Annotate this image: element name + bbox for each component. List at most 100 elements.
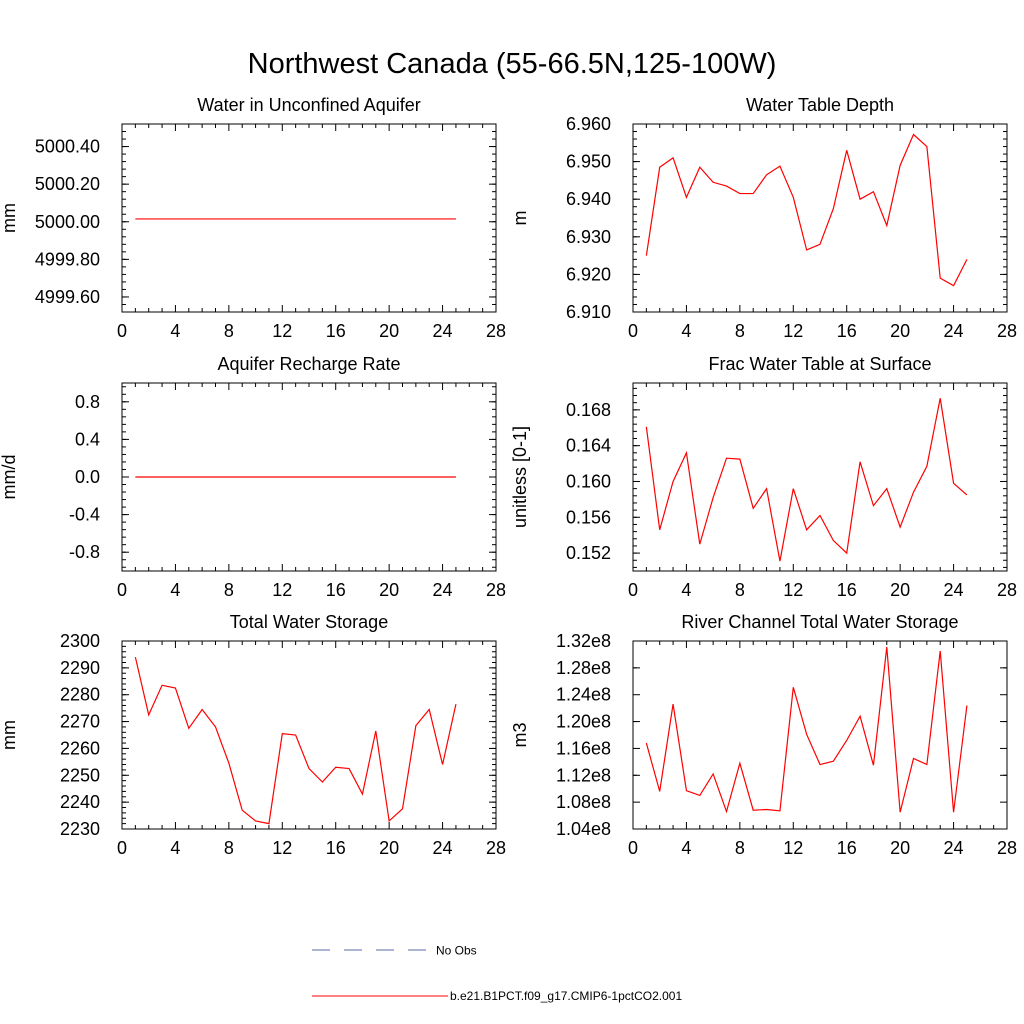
x-tick-label: 28: [486, 580, 506, 600]
y-axis-label: mm/d: [0, 455, 19, 500]
y-tick-label: 2260: [60, 738, 100, 758]
y-tick-label: 1.32e8: [556, 631, 611, 651]
y-tick-label: 1.04e8: [556, 819, 611, 839]
x-tick-label: 4: [170, 321, 180, 341]
x-tick-label: 28: [997, 321, 1017, 341]
x-tick-label: 16: [837, 580, 857, 600]
y-axis-label: mm: [0, 203, 19, 233]
y-axis-label: m3: [510, 722, 530, 747]
y-tick-label: 4999.80: [35, 249, 100, 269]
x-tick-label: 28: [997, 838, 1017, 858]
x-tick-label: 16: [326, 580, 346, 600]
x-tick-label: 16: [837, 321, 857, 341]
x-tick-label: 4: [681, 580, 691, 600]
y-tick-label: 0.4: [75, 429, 100, 449]
y-tick-label: 5000.20: [35, 174, 100, 194]
chart-panel-3: Aquifer Recharge Rate mm/d 0 4 8 12 16 20 24 28 -0…: [0, 354, 506, 600]
chart-panel-4: Frac Water Table at Surface unitless [0-1…: [510, 354, 1017, 600]
x-tick-label: 24: [944, 838, 964, 858]
x-tick-label: 24: [433, 838, 453, 858]
y-tick-label: 1.24e8: [556, 685, 611, 705]
x-tick-label: 12: [272, 580, 292, 600]
y-tick-label: 6.910: [566, 302, 611, 322]
y-tick-label: 0.164: [566, 436, 611, 456]
x-tick-label: 20: [890, 321, 910, 341]
y-tick-label: 5000.00: [35, 212, 100, 232]
x-tick-label: 8: [224, 580, 234, 600]
x-tick-label: 24: [944, 580, 964, 600]
x-tick-label: 28: [997, 580, 1017, 600]
y-tick-label: 2270: [60, 712, 100, 732]
series-line: [134, 656, 457, 825]
y-tick-label: -0.4: [69, 505, 100, 525]
x-tick-label: 24: [433, 321, 453, 341]
y-tick-label: 6.930: [566, 227, 611, 247]
x-tick-label: 16: [326, 838, 346, 858]
x-tick-label: 20: [890, 580, 910, 600]
chart-title: River Channel Total Water Storage: [681, 612, 958, 632]
x-tick-label: 8: [224, 838, 234, 858]
y-tick-label: -0.8: [69, 542, 100, 562]
x-tick-label: 0: [117, 580, 127, 600]
y-tick-label: 2300: [60, 631, 100, 651]
x-tick-label: 8: [735, 838, 745, 858]
y-tick-label: 6.940: [566, 189, 611, 209]
x-tick-label: 28: [486, 838, 506, 858]
x-tick-label: 12: [783, 838, 803, 858]
x-tick-label: 0: [628, 580, 638, 600]
series-line: [645, 398, 968, 562]
plot-frame: [121, 640, 497, 830]
y-tick-label: 1.28e8: [556, 658, 611, 678]
x-tick-label: 4: [681, 321, 691, 341]
y-tick-label: 1.08e8: [556, 792, 611, 812]
x-tick-label: 0: [117, 321, 127, 341]
x-tick-label: 8: [735, 321, 745, 341]
y-tick-label: 0.8: [75, 392, 100, 412]
series-line: [645, 646, 968, 814]
x-tick-label: 0: [117, 838, 127, 858]
chart-panel-5: Total Water Storage mm 0 4 8 12 16 20 24 28 2230 22…: [0, 612, 506, 858]
x-tick-label: 0: [628, 321, 638, 341]
plot-frame: [632, 640, 1008, 830]
chart-title: Frac Water Table at Surface: [708, 354, 931, 374]
y-axis-label: mm: [0, 720, 19, 750]
x-tick-label: 20: [890, 838, 910, 858]
x-tick-label: 16: [326, 321, 346, 341]
y-tick-label: 1.20e8: [556, 712, 611, 732]
y-axis-label: unitless [0-1]: [510, 426, 530, 528]
y-tick-label: 2290: [60, 658, 100, 678]
x-tick-label: 8: [224, 321, 234, 341]
chart-title: Aquifer Recharge Rate: [217, 354, 400, 374]
y-tick-label: 4999.60: [35, 287, 100, 307]
chart-title: Water in Unconfined Aquifer: [197, 95, 420, 115]
y-tick-label: 0.160: [566, 471, 611, 491]
y-tick-label: 0.152: [566, 543, 611, 563]
x-tick-label: 20: [379, 580, 399, 600]
y-tick-label: 5000.40: [35, 137, 100, 157]
chart-panel-1: Water in Unconfined Aquifer mm 0 4 8 12 16 20 24…: [0, 95, 506, 341]
x-tick-label: 12: [783, 321, 803, 341]
x-tick-label: 4: [170, 580, 180, 600]
x-tick-label: 24: [944, 321, 964, 341]
x-tick-label: 28: [486, 321, 506, 341]
plot-frame: [121, 123, 497, 313]
y-axis-label: m: [510, 211, 530, 226]
y-tick-label: 2230: [60, 819, 100, 839]
chart-panel-2: Water Table Depth m 0 4 8 12 16 20 24 28 6.910 6.92…: [510, 95, 1017, 341]
chart-panel-6: River Channel Total Water Storage m3 0 4 8 12…: [510, 612, 1017, 858]
x-tick-label: 12: [783, 580, 803, 600]
x-tick-label: 0: [628, 838, 638, 858]
y-tick-label: 2240: [60, 792, 100, 812]
plot-frame: [632, 382, 1008, 572]
y-tick-label: 6.950: [566, 152, 611, 172]
y-tick-label: 1.16e8: [556, 738, 611, 758]
x-tick-label: 20: [379, 838, 399, 858]
x-tick-label: 12: [272, 838, 292, 858]
y-tick-label: 0.168: [566, 400, 611, 420]
y-tick-label: 2280: [60, 685, 100, 705]
chart-title: Water Table Depth: [746, 95, 894, 115]
x-tick-label: 24: [433, 580, 453, 600]
y-tick-label: 0.156: [566, 507, 611, 527]
y-tick-label: 1.12e8: [556, 765, 611, 785]
